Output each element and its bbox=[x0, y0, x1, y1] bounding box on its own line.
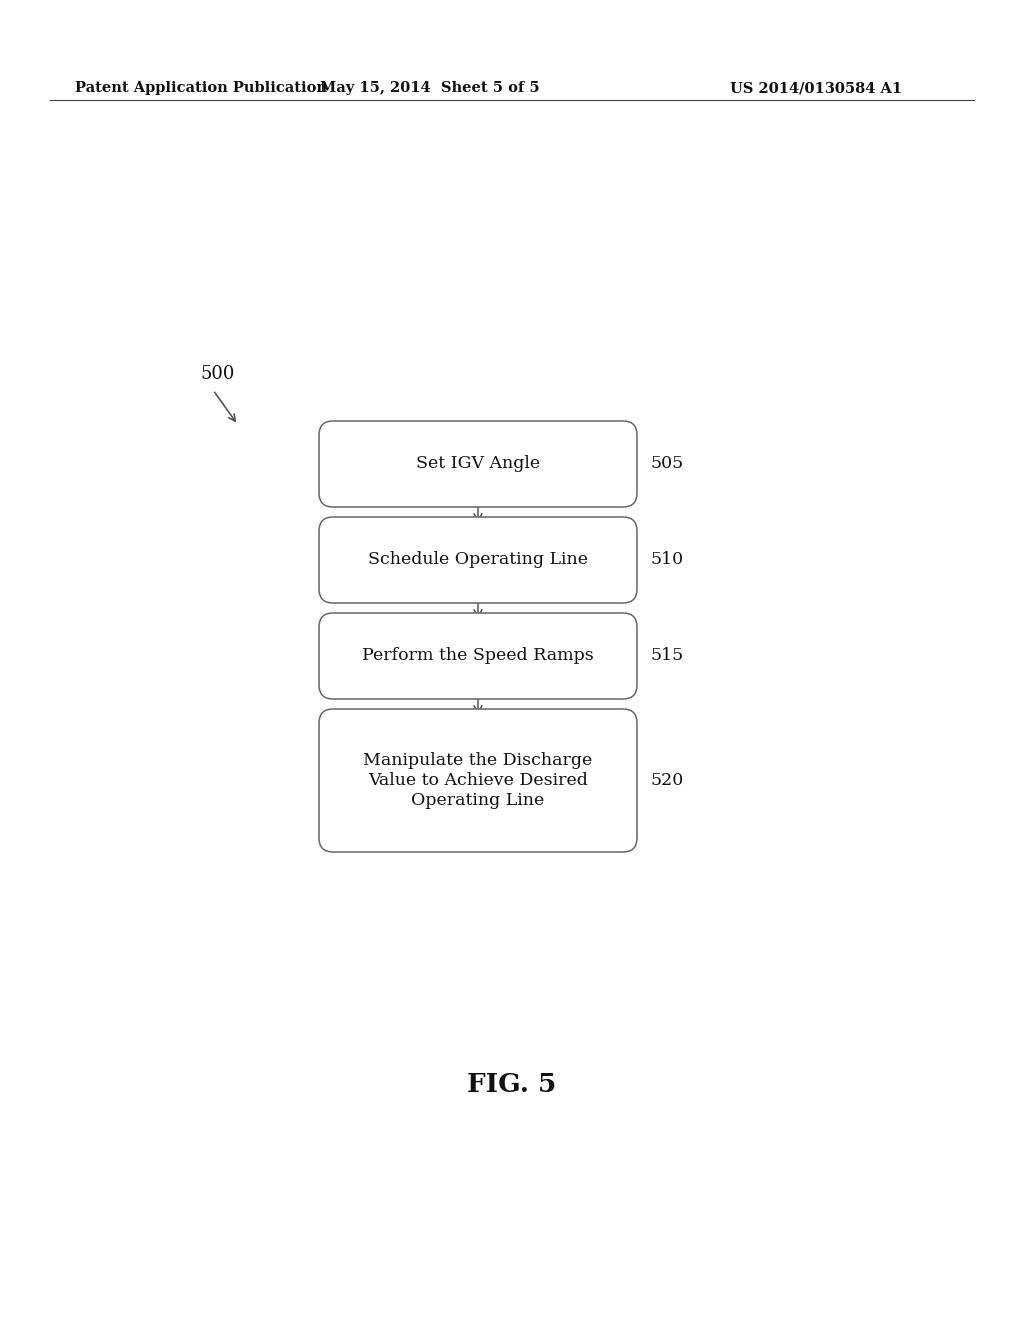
Text: Set IGV Angle: Set IGV Angle bbox=[416, 455, 540, 473]
Text: Perform the Speed Ramps: Perform the Speed Ramps bbox=[362, 648, 594, 664]
FancyBboxPatch shape bbox=[319, 421, 637, 507]
Text: Patent Application Publication: Patent Application Publication bbox=[75, 81, 327, 95]
FancyBboxPatch shape bbox=[319, 612, 637, 700]
Text: 500: 500 bbox=[200, 366, 234, 383]
Text: 505: 505 bbox=[651, 455, 684, 473]
Text: US 2014/0130584 A1: US 2014/0130584 A1 bbox=[730, 81, 902, 95]
FancyBboxPatch shape bbox=[319, 517, 637, 603]
Text: FIG. 5: FIG. 5 bbox=[467, 1072, 557, 1097]
Text: 510: 510 bbox=[651, 552, 684, 569]
Text: Manipulate the Discharge
Value to Achieve Desired
Operating Line: Manipulate the Discharge Value to Achiev… bbox=[364, 752, 593, 809]
Text: 515: 515 bbox=[651, 648, 684, 664]
Text: 520: 520 bbox=[651, 772, 684, 789]
FancyBboxPatch shape bbox=[319, 709, 637, 851]
Text: May 15, 2014  Sheet 5 of 5: May 15, 2014 Sheet 5 of 5 bbox=[321, 81, 540, 95]
Text: Schedule Operating Line: Schedule Operating Line bbox=[368, 552, 588, 569]
